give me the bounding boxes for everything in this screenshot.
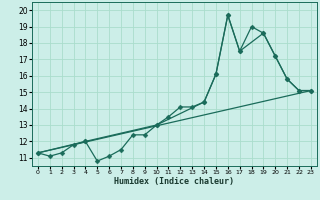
X-axis label: Humidex (Indice chaleur): Humidex (Indice chaleur): [115, 177, 234, 186]
